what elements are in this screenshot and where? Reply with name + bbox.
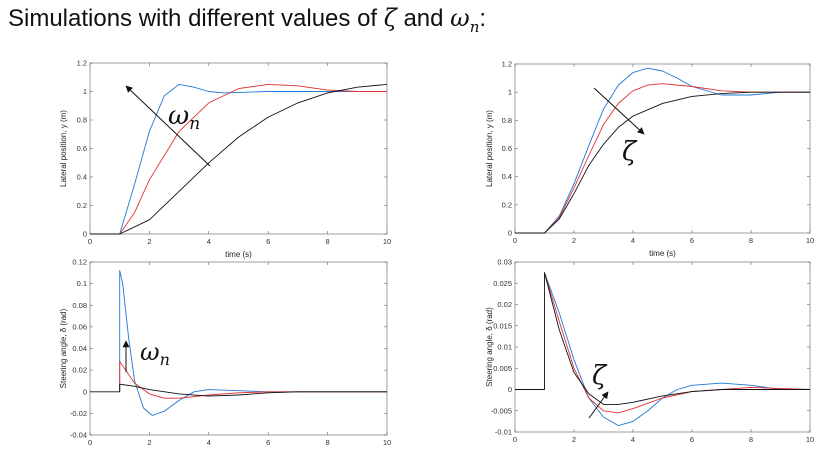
title-prefix: Simulations with different values of (8, 5, 378, 32)
series-line-3 (515, 272, 810, 405)
x-tick-label: 6 (690, 236, 694, 245)
title-colon: : (479, 5, 487, 32)
x-tick-label: 10 (383, 237, 391, 246)
series-line-1 (119, 270, 387, 416)
chart-lateral-omega: 0 2 4 6 8 10 0 0.2 0.4 0.6 0.8 1 1.2 time (s) Lateral … (59, 59, 391, 260)
x-tick-label: 8 (326, 438, 330, 447)
x-tick-label: 2 (572, 435, 576, 444)
y-axis-label: Lateral position, y (m) (59, 110, 68, 187)
y-tick-label: 0.04 (72, 344, 87, 353)
y-tick-label: -0.02 (70, 409, 87, 418)
x-tick-label: 2 (572, 236, 576, 245)
y-tick-label: 0.8 (77, 116, 87, 125)
y-tick-label: 0.2 (502, 200, 512, 209)
y-tick-label: 1 (508, 88, 512, 97)
y-tick-label: 0.2 (77, 201, 87, 210)
y-axis-label: Steering angle, δ (rad) (59, 308, 68, 388)
plot-frame (514, 261, 811, 433)
page-title: Simulations with different values of ζ a… (8, 4, 486, 36)
omega-symbol: ωn (450, 4, 480, 36)
annotation-symbol: ωn (168, 101, 200, 134)
y-tick-label: 0.6 (502, 144, 512, 153)
y-tick-label: 0.8 (502, 116, 512, 125)
annotation-arrow (593, 87, 645, 135)
x-tick-label: 6 (266, 237, 270, 246)
y-tick-label: 0.4 (502, 172, 512, 181)
y-tick-label: 0 (508, 385, 512, 394)
x-tick-label: 0 (513, 236, 517, 245)
series-line-2 (544, 272, 811, 414)
x-tick-label: 0 (88, 438, 92, 447)
y-tick-label: 0 (508, 229, 512, 238)
x-tick-label: 2 (147, 237, 151, 246)
x-tick-label: 6 (690, 435, 694, 444)
annotation-arrow (588, 391, 609, 419)
series-line-2 (119, 361, 387, 399)
y-tick-label: 0.12 (72, 258, 87, 267)
zeta-symbol: ζ (383, 4, 397, 32)
x-tick-label: 8 (749, 435, 753, 444)
y-tick-label: 0 (83, 387, 87, 396)
annotation-symbol: ζ (592, 361, 608, 391)
y-tick-label: 0.005 (493, 364, 512, 373)
x-tick-label: 10 (806, 435, 814, 444)
series-line-2 (515, 83, 810, 234)
and-word: and (403, 5, 444, 32)
x-tick-label: 0 (88, 237, 92, 246)
y-tick-label: 0.02 (497, 300, 512, 309)
y-tick-label: -0.01 (495, 428, 512, 437)
x-tick-label: 4 (631, 435, 635, 444)
y-tick-label: 0 (83, 230, 87, 239)
series-line-1 (90, 83, 387, 235)
series-line-1 (515, 67, 810, 234)
y-tick-label: 1.2 (77, 59, 87, 68)
series-line-3 (90, 83, 388, 235)
y-tick-label: -0.04 (70, 431, 87, 440)
x-tick-label: 4 (207, 438, 211, 447)
chart-steering-zeta: 0 2 4 6 8 10 -0.01 -0.005 0 0.005 0.01 0.015 0.02 0.0… (485, 258, 814, 445)
chart-lateral-zeta: 0 2 4 6 8 10 0 0.2 0.4 0.6 0.8 1 1.2 time (s) Lateral … (485, 60, 814, 259)
y-axis-label: Lateral position, y (m) (485, 110, 494, 187)
y-tick-label: 1.2 (502, 60, 512, 69)
x-tick-label: 0 (513, 435, 517, 444)
y-tick-label: 1 (83, 87, 87, 96)
x-tick-label: 10 (383, 438, 391, 447)
y-tick-label: -0.005 (491, 406, 512, 415)
series-line-3 (90, 383, 387, 397)
x-tick-label: 10 (806, 236, 814, 245)
annotation-symbol: ζ (622, 137, 638, 167)
x-tick-label: 4 (631, 236, 635, 245)
series-line-2 (90, 83, 387, 235)
y-axis-label: Steering angle, δ (rad) (485, 307, 494, 387)
plot-frame (514, 63, 811, 234)
y-tick-label: 0.03 (497, 258, 512, 267)
x-axis-label: time (s) (225, 250, 252, 259)
chart-steering-omega: 0 2 4 6 8 10 -0.04 -0.02 0 0.02 0.04 0.06 0.08 0.1 0.1… (59, 258, 391, 448)
y-tick-label: 0.08 (72, 301, 87, 310)
annotation-symbol: ωn (140, 338, 170, 369)
x-tick-label: 8 (749, 236, 753, 245)
annotation-arrow (125, 85, 211, 167)
series-line-1 (544, 272, 810, 427)
y-tick-label: 0.01 (497, 343, 512, 352)
x-axis-label: time (s) (649, 249, 676, 258)
x-tick-label: 4 (207, 237, 211, 246)
plot-frame (89, 261, 388, 436)
y-tick-label: 0.02 (72, 366, 87, 375)
y-tick-label: 0.1 (77, 279, 87, 288)
x-tick-label: 2 (147, 438, 151, 447)
x-tick-label: 6 (266, 438, 270, 447)
series-line-3 (515, 91, 810, 234)
x-tick-label: 8 (326, 237, 330, 246)
y-tick-label: 0.4 (77, 173, 87, 182)
y-tick-label: 0.6 (77, 144, 87, 153)
y-tick-label: 0.06 (72, 322, 87, 331)
y-tick-label: 0.015 (493, 321, 512, 330)
y-tick-label: 0.025 (493, 279, 512, 288)
